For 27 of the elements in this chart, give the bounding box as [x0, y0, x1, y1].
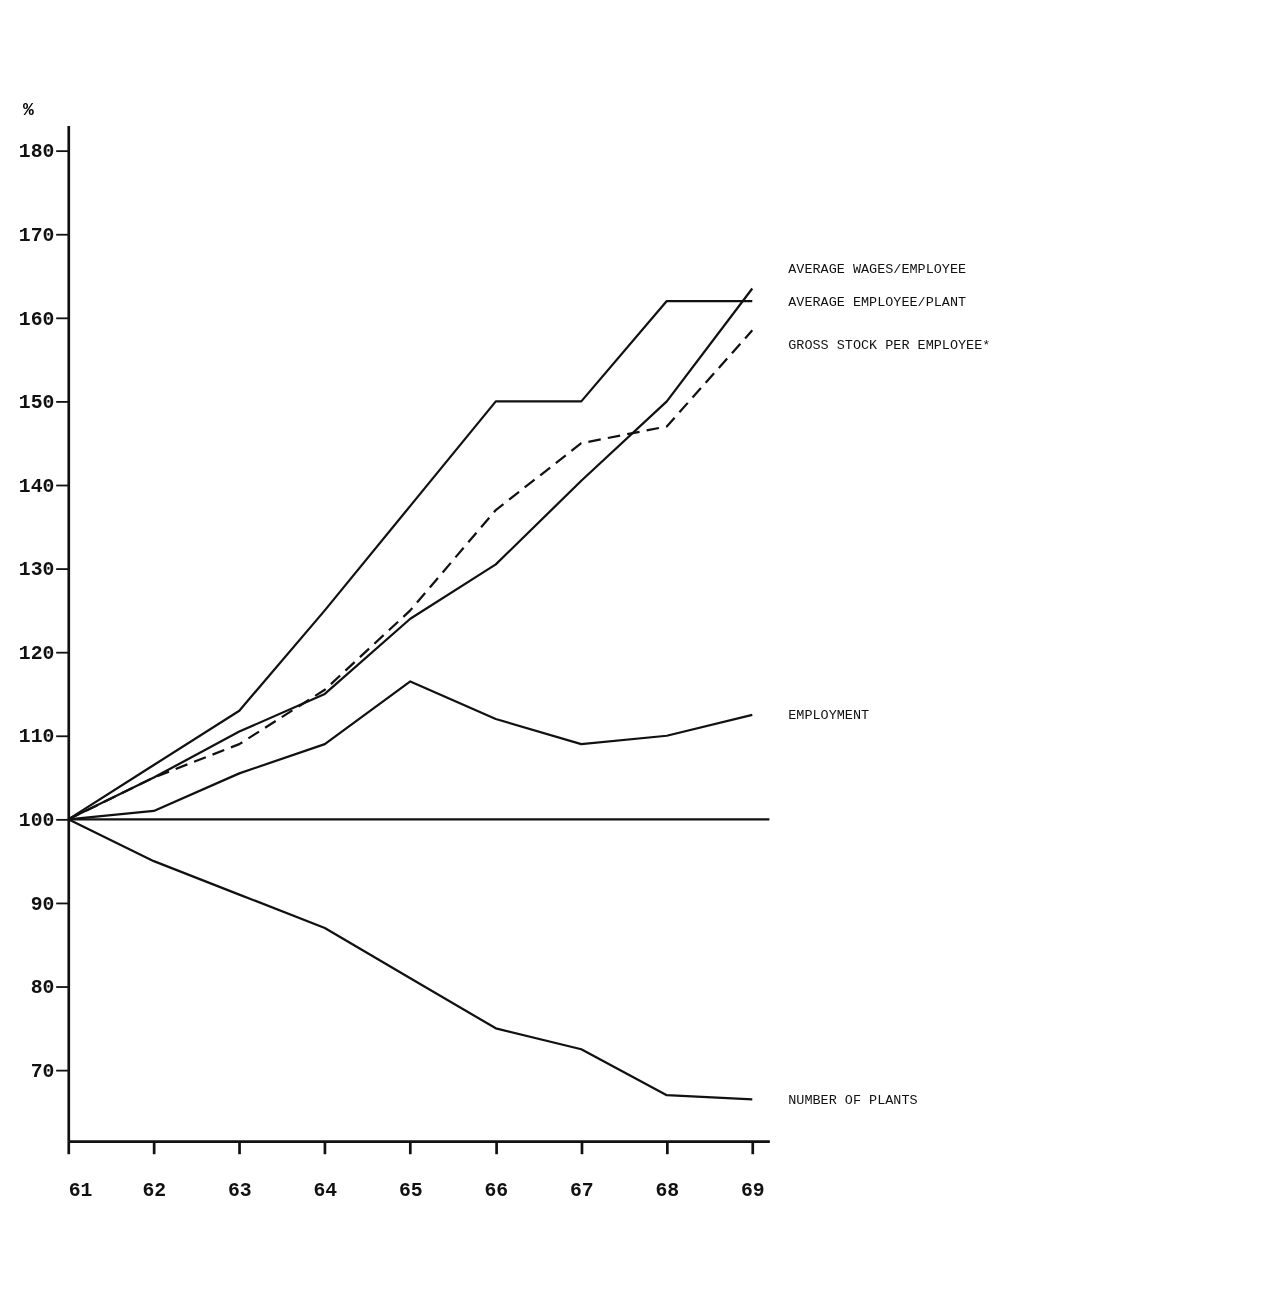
y-tick-label: 100 [18, 810, 55, 833]
y-tick-label: 140 [18, 475, 55, 498]
y-tick-label: 120 [18, 642, 55, 665]
text: AVERAGE WAGES/EMPLOYEE [788, 262, 967, 278]
y-tick-label: 160 [18, 308, 55, 331]
text: GROSS STOCK PER EMPLOYEE* [788, 338, 991, 354]
y-tick-label: 150 [18, 392, 55, 415]
y-axis-title: % [22, 100, 34, 121]
x-tick-label: 62 [142, 1180, 167, 1203]
x-tick-label: 67 [569, 1180, 594, 1203]
x-tick-label: 61 [68, 1180, 93, 1203]
x-tick-label: 63 [227, 1180, 252, 1203]
x-tick-label: 66 [484, 1180, 509, 1203]
text: EMPLOYMENT [788, 708, 870, 724]
y-tick-label: 90 [30, 893, 55, 916]
y-tick-label: 110 [18, 726, 55, 749]
y-tick-label: 70 [30, 1060, 55, 1083]
text: NUMBER OF PLANTS [788, 1092, 918, 1108]
y-tick-label: 80 [30, 977, 55, 1000]
y-tick-label: 180 [18, 141, 55, 164]
y-tick-label: 130 [18, 559, 55, 582]
text: AVERAGE EMPLOYEE/PLANT [788, 294, 967, 310]
x-tick-label: 68 [655, 1180, 680, 1203]
x-tick-label: 64 [313, 1180, 338, 1203]
x-tick-label: 65 [398, 1180, 423, 1203]
y-tick-label: 170 [18, 224, 55, 247]
x-tick-label: 69 [740, 1180, 765, 1203]
